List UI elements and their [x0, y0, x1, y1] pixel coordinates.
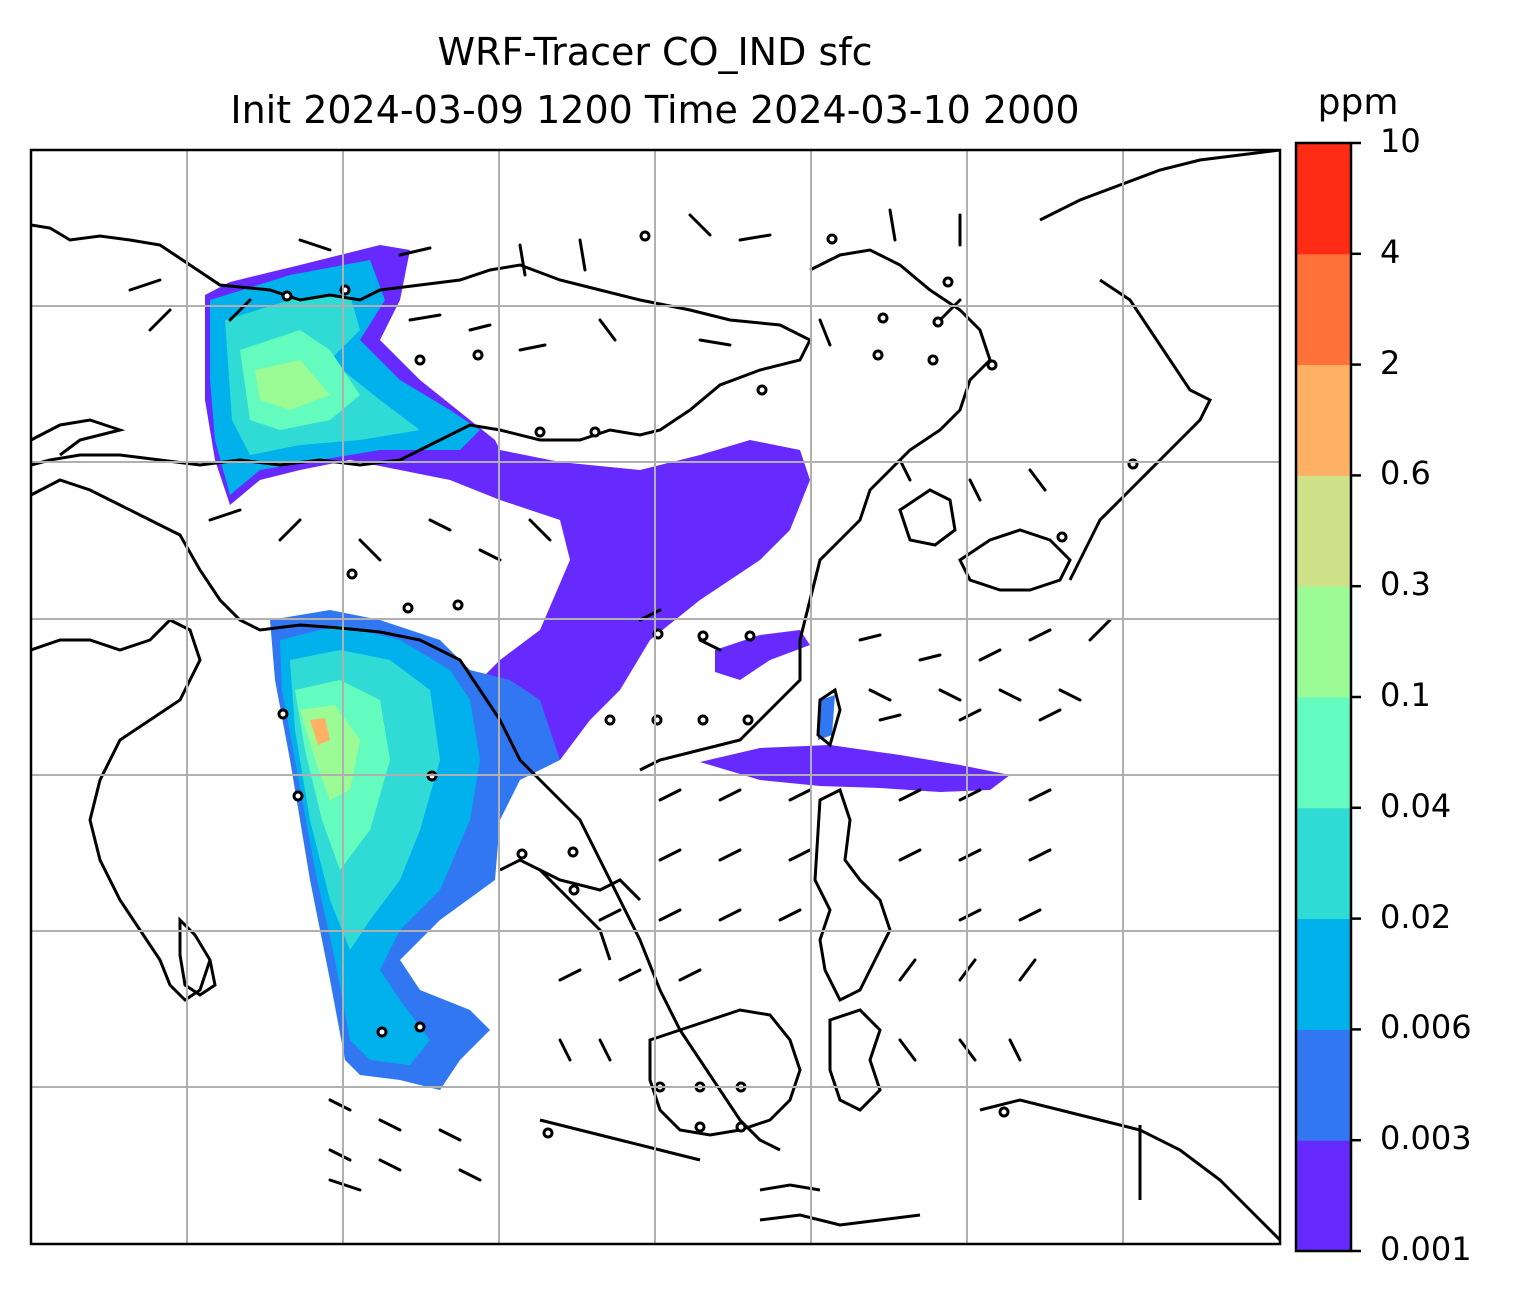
colorbar-tick-label: 4 — [1380, 232, 1401, 271]
colorbar-segment — [1296, 586, 1351, 698]
colorbar-ticks — [1351, 141, 1361, 1253]
tracer-plume — [205, 245, 1010, 1090]
colorbar-segment — [1296, 807, 1351, 920]
colorbar-tick-label: 0.1 — [1380, 676, 1431, 714]
colorbar-segment — [1296, 1140, 1351, 1252]
colorbar-tick-label: 10 — [1380, 122, 1421, 160]
map-title-line2: Init 2024-03-09 1200 Time 2024-03-10 200… — [230, 88, 1080, 132]
colorbar-tick-label: 0.3 — [1380, 565, 1431, 604]
gridlines — [31, 150, 1280, 1244]
colorbar-segment — [1296, 475, 1351, 587]
colorbar-segment — [1296, 697, 1351, 809]
colorbar-tick-label: 0.02 — [1380, 897, 1452, 936]
map-title-line1: WRF-Tracer CO_IND sfc — [437, 30, 873, 74]
map-frame — [29, 148, 1282, 1246]
colorbar-segment — [1296, 253, 1351, 366]
colorbar-tick-label: 0.6 — [1380, 454, 1431, 493]
colorbar — [1296, 143, 1351, 1252]
wind-barbs — [128, 208, 1112, 1192]
colorbar-tick-label: 0.001 — [1380, 1230, 1472, 1268]
colorbar-segment — [1296, 143, 1351, 255]
colorbar-segment — [1296, 1029, 1351, 1141]
coastlines — [31, 150, 1280, 1242]
colorbar-segment — [1296, 918, 1351, 1030]
colorbar-tick-label: 0.04 — [1380, 786, 1452, 825]
colorbar-tick-label: 0.003 — [1380, 1119, 1472, 1158]
colorbar-tick-label: 2 — [1380, 343, 1401, 382]
colorbar-tick-label: 0.006 — [1380, 1008, 1472, 1047]
colorbar-unit-label: ppm — [1317, 82, 1399, 123]
colorbar-segment — [1296, 364, 1351, 476]
